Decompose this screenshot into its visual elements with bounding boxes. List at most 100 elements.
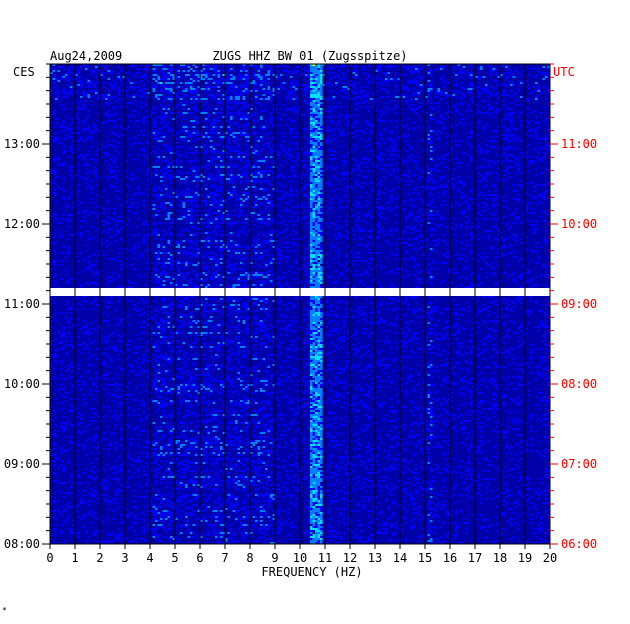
- spectrogram-cell: [110, 84, 113, 86]
- spectrogram-cell: [350, 116, 353, 118]
- spectrogram-cell: [315, 148, 318, 150]
- spectrogram-cell: [302, 152, 305, 154]
- spectrogram-cell: [310, 106, 313, 108]
- spectrogram-cell: [407, 172, 410, 174]
- spectrogram-cell: [502, 154, 505, 156]
- spectrogram-cell: [242, 200, 245, 202]
- spectrogram-cell: [432, 148, 435, 150]
- spectrogram-cell: [317, 76, 320, 78]
- spectrogram-cell: [517, 98, 520, 100]
- spectrogram-cell: [67, 108, 70, 110]
- spectrogram-cell: [517, 216, 520, 218]
- spectrogram-cell: [527, 88, 530, 90]
- spectrogram-cell: [175, 70, 178, 72]
- spectrogram-cell: [422, 172, 425, 174]
- spectrogram-cell: [315, 180, 318, 182]
- spectrogram-cell: [397, 178, 400, 180]
- spectrogram-cell: [160, 202, 163, 204]
- spectrogram-cell: [132, 248, 135, 250]
- spectrogram-cell: [192, 76, 195, 78]
- spectrogram-cell: [275, 86, 278, 88]
- spectrogram-cell: [205, 188, 208, 190]
- spectrogram-cell: [312, 64, 315, 66]
- spectrogram-cell: [262, 128, 265, 130]
- spectrogram-cell: [265, 176, 268, 178]
- spectrogram-cell: [142, 88, 145, 90]
- spectrogram-cell: [72, 166, 75, 168]
- spectrogram-cell: [387, 172, 390, 174]
- spectrogram-cell: [225, 90, 228, 92]
- spectrogram-cell: [380, 228, 383, 230]
- spectrogram-cell: [312, 230, 315, 232]
- spectrogram-cell: [200, 210, 203, 212]
- spectrogram-cell: [267, 200, 270, 202]
- spectrogram-cell: [290, 196, 293, 198]
- spectrogram-cell: [535, 134, 538, 136]
- spectrogram-cell: [95, 92, 98, 94]
- spectrogram-cell: [437, 158, 440, 160]
- spectrogram-cell: [450, 124, 453, 126]
- spectrogram-cell: [425, 212, 428, 214]
- spectrogram-cell: [255, 176, 258, 178]
- spectrogram-cell: [295, 82, 298, 84]
- spectrogram-cell: [237, 96, 240, 98]
- spectrogram-cell: [227, 250, 230, 252]
- spectrogram-cell: [142, 122, 145, 124]
- spectrogram-cell: [140, 102, 143, 104]
- spectrogram-cell: [330, 78, 333, 80]
- spectrogram-cell: [300, 202, 303, 204]
- spectrogram-cell: [505, 86, 508, 88]
- spectrogram-cell: [195, 232, 198, 234]
- spectrogram-cell: [452, 218, 455, 220]
- spectrogram-cell: [215, 144, 218, 146]
- spectrogram-cell: [325, 120, 328, 122]
- spectrogram-cell: [455, 162, 458, 164]
- spectrogram-cell: [510, 70, 513, 72]
- spectrogram-cell: [245, 174, 248, 176]
- spectrogram-cell: [367, 158, 370, 160]
- spectrogram-cell: [482, 126, 485, 128]
- spectrogram-cell: [397, 130, 400, 132]
- spectrogram-cell: [162, 176, 165, 178]
- spectrogram-cell: [222, 90, 225, 92]
- spectrogram-cell: [440, 98, 443, 100]
- spectrogram-cell: [195, 74, 198, 76]
- spectrogram-cell: [422, 150, 425, 152]
- spectrogram-cell: [332, 128, 335, 130]
- spectrogram-cell: [90, 226, 93, 228]
- spectrogram-cell: [477, 204, 480, 206]
- spectrogram-cell: [192, 116, 195, 118]
- spectrogram-cell: [155, 210, 158, 212]
- spectrogram-cell: [450, 222, 453, 224]
- spectrogram-cell: [285, 202, 288, 204]
- spectrogram-cell: [205, 244, 208, 246]
- spectrogram-cell: [222, 146, 225, 148]
- spectrogram-cell: [530, 212, 533, 214]
- spectrogram-cell: [145, 92, 148, 94]
- spectrogram-cell: [320, 134, 323, 136]
- spectrogram-cell: [170, 162, 173, 164]
- spectrogram-cell: [382, 72, 385, 74]
- spectrogram-cell: [67, 248, 70, 250]
- spectrogram-cell: [282, 176, 285, 178]
- spectrogram-cell: [200, 222, 203, 224]
- spectrogram-cell: [295, 164, 298, 166]
- spectrogram-cell: [505, 136, 508, 138]
- spectrogram-cell: [67, 128, 70, 130]
- spectrogram-cell: [292, 244, 295, 246]
- spectrogram-cell: [372, 82, 375, 84]
- spectrogram-cell: [180, 228, 183, 230]
- spectrogram-cell: [315, 86, 318, 88]
- spectrogram-cell: [90, 130, 93, 132]
- spectrogram-cell: [427, 214, 430, 216]
- spectrogram-cell: [232, 186, 235, 188]
- spectrogram-cell: [212, 82, 215, 84]
- spectrogram-cell: [100, 196, 103, 198]
- spectrogram-cell: [315, 66, 318, 68]
- spectrogram-cell: [100, 122, 103, 124]
- spectrogram-cell: [200, 138, 203, 140]
- spectrogram-cell: [227, 120, 230, 122]
- spectrogram-cell: [255, 90, 258, 92]
- spectrogram-cell: [240, 202, 243, 204]
- spectrogram-cell: [260, 78, 263, 80]
